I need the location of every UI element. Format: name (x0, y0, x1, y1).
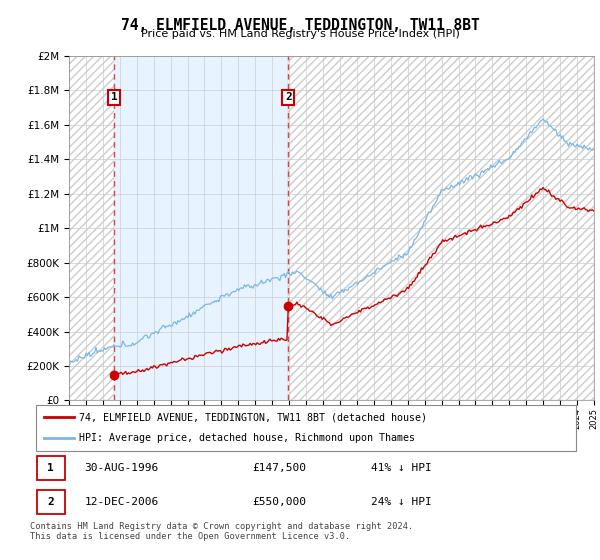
Text: 30-AUG-1996: 30-AUG-1996 (85, 463, 159, 473)
Text: £550,000: £550,000 (252, 497, 306, 507)
FancyBboxPatch shape (37, 489, 65, 514)
Text: 24% ↓ HPI: 24% ↓ HPI (371, 497, 431, 507)
Text: HPI: Average price, detached house, Richmond upon Thames: HPI: Average price, detached house, Rich… (79, 433, 415, 444)
Text: 1: 1 (47, 463, 54, 473)
Text: 2: 2 (47, 497, 54, 507)
Text: 41% ↓ HPI: 41% ↓ HPI (371, 463, 431, 473)
Text: Price paid vs. HM Land Registry's House Price Index (HPI): Price paid vs. HM Land Registry's House … (140, 29, 460, 39)
Text: 2: 2 (285, 92, 292, 102)
Bar (114, 56, 289, 400)
FancyBboxPatch shape (37, 455, 65, 480)
Text: £147,500: £147,500 (252, 463, 306, 473)
FancyBboxPatch shape (36, 405, 576, 451)
Text: 12-DEC-2006: 12-DEC-2006 (85, 497, 159, 507)
Text: 74, ELMFIELD AVENUE, TEDDINGTON, TW11 8BT (detached house): 74, ELMFIELD AVENUE, TEDDINGTON, TW11 8B… (79, 412, 427, 422)
Text: 1: 1 (110, 92, 118, 102)
Text: 74, ELMFIELD AVENUE, TEDDINGTON, TW11 8BT: 74, ELMFIELD AVENUE, TEDDINGTON, TW11 8B… (121, 18, 479, 33)
Text: Contains HM Land Registry data © Crown copyright and database right 2024.
This d: Contains HM Land Registry data © Crown c… (30, 522, 413, 542)
